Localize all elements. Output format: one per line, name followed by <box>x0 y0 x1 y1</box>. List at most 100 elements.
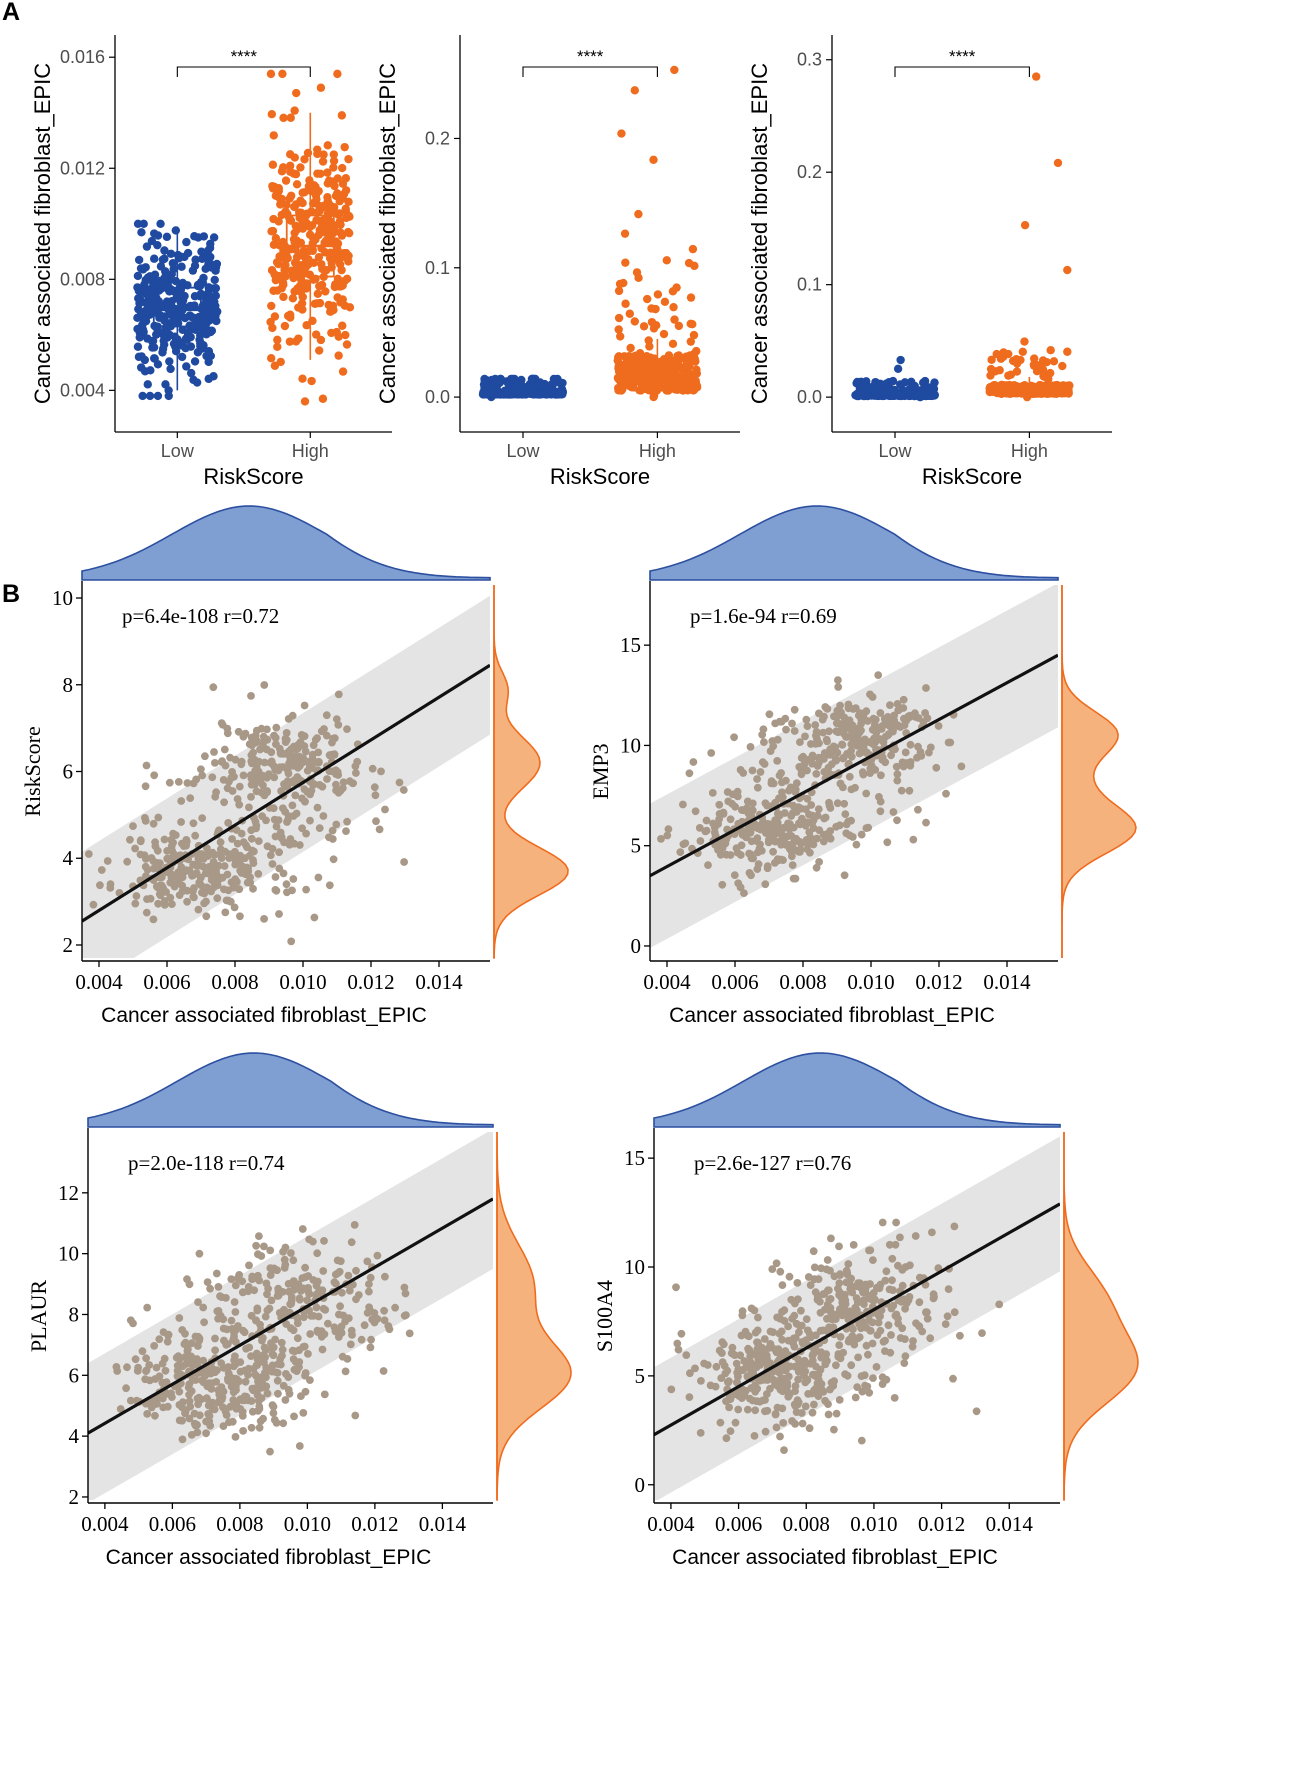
data-point <box>950 1222 959 1231</box>
y-tick-label: 0.008 <box>60 269 105 289</box>
data-point-high <box>300 155 309 164</box>
data-point <box>819 837 828 846</box>
data-point <box>893 816 901 825</box>
data-point <box>178 887 187 896</box>
data-point <box>325 767 334 775</box>
data-point-high <box>313 145 322 154</box>
data-point-high <box>639 322 649 331</box>
data-point <box>395 778 404 787</box>
data-point <box>760 1335 769 1343</box>
data-point <box>722 1434 731 1443</box>
data-point <box>744 1364 753 1372</box>
data-point-high <box>301 282 310 291</box>
data-point <box>272 723 281 732</box>
data-point <box>126 1316 135 1325</box>
data-point <box>836 1333 845 1341</box>
data-point-low <box>182 237 191 247</box>
data-point <box>760 760 769 768</box>
x-tick-label: Low <box>878 441 912 461</box>
data-point-high <box>322 265 331 275</box>
data-point-high <box>1046 346 1055 355</box>
data-point <box>890 711 898 720</box>
data-point <box>860 1371 869 1380</box>
scatter-panel-plaur: 2 4 6 8 10 12 0.004 0.006 0.008 0.010 0.012 0.014 Ca… <box>26 1052 572 1569</box>
data-point-high <box>290 106 299 115</box>
data-point <box>667 1385 676 1394</box>
data-point <box>852 1294 861 1302</box>
data-point <box>760 738 768 746</box>
data-point <box>778 832 787 840</box>
data-point <box>716 1418 725 1427</box>
y-axis-title: PLAUR <box>26 1280 51 1352</box>
data-point <box>260 681 269 689</box>
data-point <box>821 813 830 822</box>
data-point <box>802 1315 811 1323</box>
data-point <box>785 786 793 795</box>
data-point <box>791 1420 799 1428</box>
box-low <box>152 286 202 328</box>
data-point <box>754 1313 762 1322</box>
data-point <box>803 766 811 775</box>
data-point <box>868 1339 877 1348</box>
density-top <box>653 1052 1061 1128</box>
data-point-high <box>1018 347 1027 357</box>
data-point <box>838 1311 847 1320</box>
data-point <box>915 1298 924 1307</box>
data-point <box>753 775 761 783</box>
data-point <box>216 874 225 883</box>
data-point-high <box>286 216 296 225</box>
data-point <box>322 731 331 740</box>
data-point <box>270 1416 279 1424</box>
data-point <box>162 888 171 896</box>
data-point <box>768 1265 777 1273</box>
data-point <box>801 805 810 814</box>
data-point <box>887 751 895 760</box>
data-point <box>379 1367 388 1375</box>
data-point <box>776 1314 785 1323</box>
data-point <box>190 1409 199 1418</box>
data-point-high <box>280 321 290 331</box>
data-point-high <box>324 176 334 185</box>
points-group <box>84 681 408 946</box>
data-point-low <box>167 269 177 279</box>
data-point <box>819 1326 827 1335</box>
data-point <box>241 1377 250 1386</box>
data-point <box>288 801 297 810</box>
data-point-high <box>316 169 325 178</box>
data-point <box>313 1249 322 1258</box>
data-point-low <box>166 249 176 258</box>
data-point <box>195 1393 203 1402</box>
data-point-high <box>268 323 277 333</box>
data-point-high <box>276 200 285 209</box>
data-point <box>755 1350 764 1358</box>
data-point <box>371 791 380 800</box>
data-point <box>260 791 269 800</box>
data-point <box>182 837 191 846</box>
data-point <box>845 772 854 781</box>
data-point <box>217 719 226 727</box>
data-point <box>905 786 914 795</box>
data-point <box>792 779 801 787</box>
data-point <box>876 1280 885 1289</box>
data-point <box>833 799 842 808</box>
y-tick-label: 0.2 <box>425 128 450 148</box>
data-point <box>759 821 768 830</box>
regression-line <box>88 1197 493 1435</box>
y-tick-label: 0.2 <box>797 162 822 182</box>
y-tick-label: 10 <box>58 1242 79 1266</box>
data-point-low <box>134 304 143 314</box>
data-point-low <box>177 352 187 362</box>
data-point <box>819 1290 828 1299</box>
y-tick-label: 0.0 <box>425 387 450 407</box>
data-point-high <box>266 354 276 363</box>
data-point <box>373 1251 382 1260</box>
data-point-high <box>682 359 692 368</box>
data-point-high <box>304 182 314 191</box>
data-point <box>277 1338 286 1347</box>
data-point <box>306 1330 315 1338</box>
data-point <box>332 770 340 778</box>
data-point-high <box>268 160 278 169</box>
data-point <box>238 1408 247 1416</box>
data-point <box>180 1340 189 1348</box>
data-point <box>866 1246 875 1255</box>
